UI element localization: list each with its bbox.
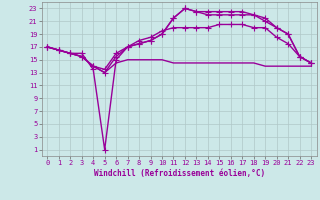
X-axis label: Windchill (Refroidissement éolien,°C): Windchill (Refroidissement éolien,°C) — [94, 169, 265, 178]
